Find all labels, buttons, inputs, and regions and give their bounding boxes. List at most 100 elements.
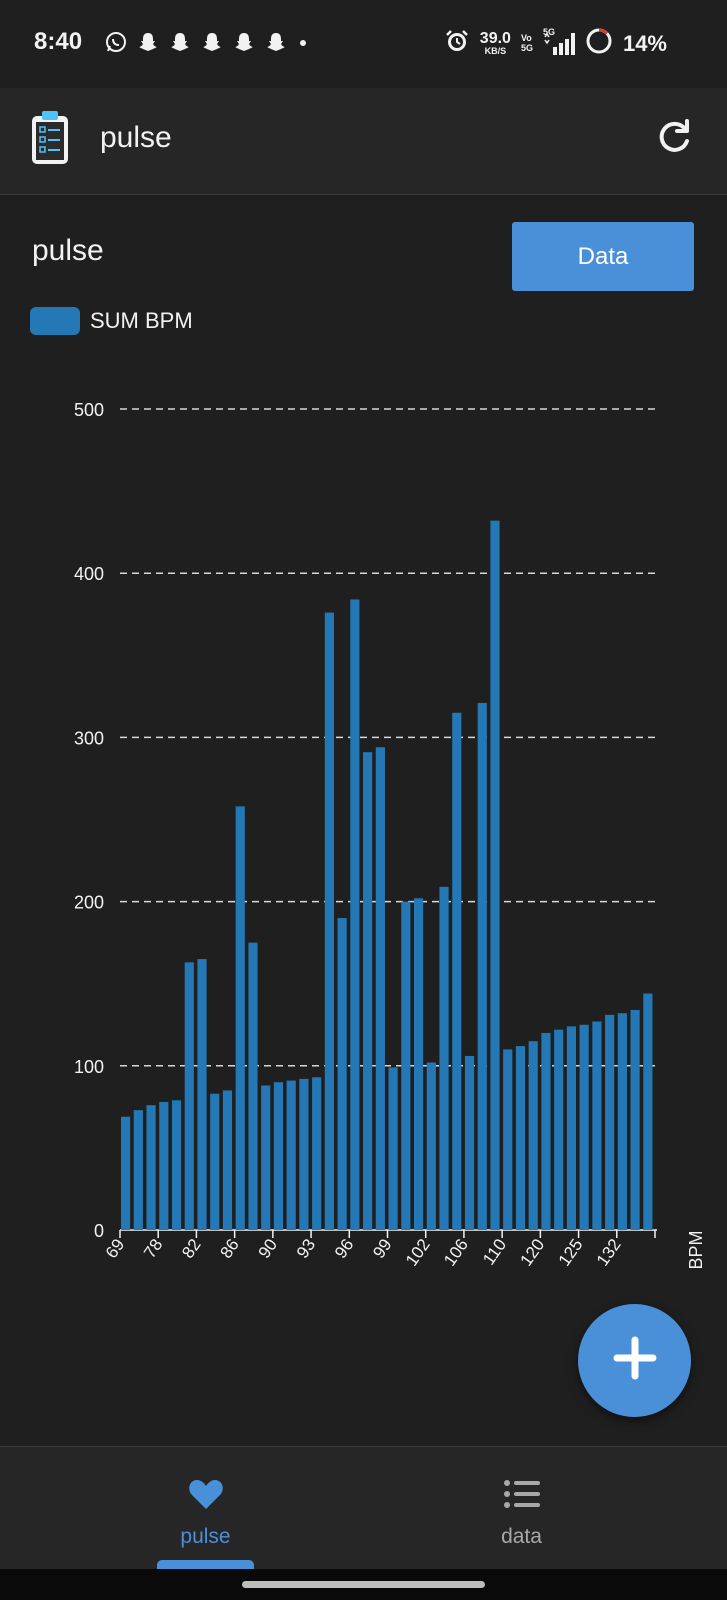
battery-ring-icon: [585, 27, 613, 60]
nav-item-data[interactable]: data: [340, 1447, 703, 1570]
y-tick-label: 500: [74, 400, 104, 420]
bar: [350, 599, 360, 1230]
nav-label-pulse: pulse: [180, 1525, 231, 1548]
volte-indicator: Vo 5G: [520, 32, 533, 54]
bar: [248, 942, 258, 1230]
bar: [235, 806, 245, 1230]
add-button[interactable]: [578, 1304, 691, 1417]
gesture-bar: [0, 1569, 727, 1600]
refresh-icon: [654, 117, 694, 162]
bar: [439, 886, 449, 1230]
bar: [554, 1029, 564, 1230]
snapchat-icon: [136, 30, 160, 54]
battery-percent: 14%: [622, 30, 667, 56]
x-tick-label: 90: [255, 1235, 281, 1261]
legend-label: SUM BPM: [90, 308, 193, 333]
whatsapp-icon: [104, 30, 128, 54]
nav-label-data: data: [501, 1525, 542, 1548]
active-tab-indicator: [157, 1560, 254, 1570]
bar: [146, 1105, 156, 1230]
bar: [375, 747, 385, 1230]
bar: [388, 1067, 398, 1230]
notification-icons: [104, 30, 310, 54]
bottom-navigation: pulse data: [0, 1446, 727, 1570]
plus-icon: [613, 1336, 657, 1385]
snapchat-icon: [168, 30, 192, 54]
bar: [579, 1024, 589, 1230]
y-axis-label: BPM: [686, 1230, 706, 1269]
clipboard-icon: [30, 110, 70, 171]
y-tick-label: 400: [74, 564, 104, 584]
chart-legend[interactable]: SUM BPM: [30, 307, 193, 335]
bar: [261, 1085, 271, 1230]
bar: [617, 1013, 627, 1230]
bar: [159, 1101, 169, 1230]
nav-item-pulse[interactable]: pulse: [24, 1447, 387, 1570]
bar: [541, 1032, 551, 1230]
bar: [605, 1014, 615, 1230]
alarm-icon: [444, 28, 470, 59]
bar: [273, 1082, 284, 1230]
network-type: 5G: [542, 26, 555, 37]
x-tick-label: 102: [402, 1235, 434, 1269]
bar: [184, 962, 194, 1230]
bar: [592, 1021, 602, 1230]
bar: [413, 898, 424, 1230]
app-bar: pulse: [0, 88, 727, 195]
x-tick-label: 69: [102, 1235, 128, 1261]
legend-swatch: [30, 307, 80, 335]
bar-chart: 0 100 200 300 400 500 69 78 82 86 90 93 96 99 102 106 11…: [74, 400, 706, 1270]
signal-icon: 5G: [543, 27, 575, 57]
bar: [643, 993, 653, 1230]
x-tick-label: 99: [369, 1235, 395, 1261]
home-gesture-handle[interactable]: [242, 1581, 485, 1588]
bar: [490, 520, 500, 1230]
status-time: 8:40: [34, 28, 83, 55]
x-tick-label: 78: [140, 1235, 166, 1261]
bar: [515, 1046, 526, 1230]
bar: [401, 901, 411, 1230]
snapchat-icon: [264, 30, 288, 54]
x-tick-label: 120: [517, 1235, 549, 1269]
network-speed: 39.0 KB/S: [480, 31, 511, 56]
volte-top: Vo: [520, 32, 532, 43]
x-tick-label: 110: [479, 1235, 510, 1268]
y-tick-label: 0: [94, 1221, 104, 1241]
bar: [566, 1026, 577, 1230]
snapchat-icon: [232, 30, 256, 54]
y-tick-label: 200: [74, 893, 104, 913]
bar: [121, 1116, 131, 1230]
data-button[interactable]: Data: [512, 222, 694, 291]
bar: [210, 1093, 220, 1230]
x-tick-label: 82: [178, 1235, 204, 1261]
bar: [477, 702, 487, 1230]
bar: [528, 1041, 538, 1230]
app-title: pulse: [100, 121, 172, 154]
x-tick-label: 125: [555, 1235, 587, 1269]
bar: [630, 1009, 640, 1230]
bar: [324, 612, 334, 1230]
volte-bottom: 5G: [520, 42, 533, 53]
bar: [337, 918, 347, 1230]
dot-icon: [296, 30, 310, 54]
bar: [171, 1100, 182, 1230]
status-bar: 8:40 39.0 KB/S Vo: [0, 0, 727, 88]
x-tick-label: 96: [331, 1235, 357, 1261]
snapchat-icon: [200, 30, 224, 54]
bar: [363, 752, 373, 1230]
bar: [197, 959, 207, 1230]
bar: [503, 1049, 513, 1230]
bar: [299, 1078, 309, 1230]
x-tick-label: 93: [293, 1235, 319, 1261]
bar: [133, 1110, 143, 1230]
x-tick-label: 86: [216, 1235, 242, 1261]
bar: [452, 712, 462, 1230]
heart-icon: [188, 1477, 224, 1511]
bar: [464, 1055, 475, 1230]
system-status: 39.0 KB/S Vo 5G 5G 14%: [444, 27, 667, 60]
y-tick-label: 300: [74, 728, 104, 748]
bar: [222, 1090, 233, 1230]
refresh-button[interactable]: [649, 114, 699, 164]
bar: [286, 1080, 296, 1230]
y-tick-label: 100: [74, 1057, 104, 1077]
